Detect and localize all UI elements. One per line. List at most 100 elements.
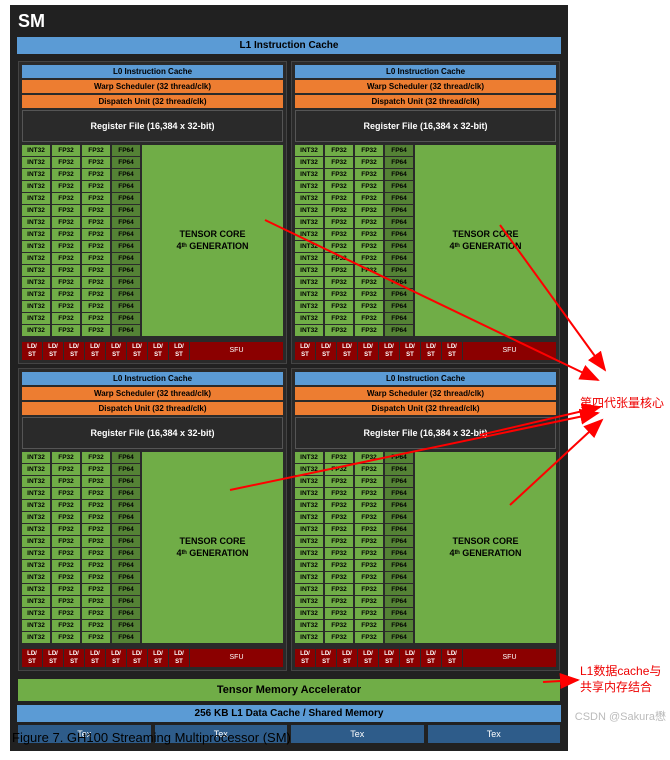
core-cell: FP64 bbox=[385, 464, 413, 475]
core-cell: FP64 bbox=[385, 277, 413, 288]
core-cell: FP32 bbox=[355, 488, 383, 499]
core-cell: INT32 bbox=[295, 452, 323, 463]
tensor-core: TENSOR CORE4ᵗʰ GENERATION bbox=[142, 452, 283, 643]
ldst-row: LD/ STLD/ STLD/ STLD/ STLD/ STLD/ STLD/ … bbox=[295, 342, 556, 360]
core-column: FP64FP64FP64FP64FP64FP64FP64FP64FP64FP64… bbox=[112, 452, 140, 643]
core-cell: FP64 bbox=[385, 289, 413, 300]
core-cell: FP32 bbox=[82, 193, 110, 204]
core-cell: FP32 bbox=[325, 229, 353, 240]
core-grid: INT32INT32INT32INT32INT32INT32INT32INT32… bbox=[22, 145, 283, 336]
tensor-core: TENSOR CORE4ᵗʰ GENERATION bbox=[142, 145, 283, 336]
core-cell: FP32 bbox=[82, 560, 110, 571]
core-cell: INT32 bbox=[22, 157, 50, 168]
core-cell: FP64 bbox=[385, 512, 413, 523]
core-cell: FP32 bbox=[355, 572, 383, 583]
core-cell: FP32 bbox=[325, 193, 353, 204]
core-cell: FP32 bbox=[52, 301, 80, 312]
core-cell: INT32 bbox=[295, 560, 323, 571]
core-cell: INT32 bbox=[295, 193, 323, 204]
core-cell: FP32 bbox=[82, 205, 110, 216]
core-cell: INT32 bbox=[295, 241, 323, 252]
core-cell: FP32 bbox=[355, 145, 383, 156]
core-grid: INT32INT32INT32INT32INT32INT32INT32INT32… bbox=[295, 452, 556, 643]
ldst-unit: LD/ ST bbox=[421, 342, 441, 360]
core-cell: FP32 bbox=[355, 265, 383, 276]
core-cell: FP32 bbox=[52, 560, 80, 571]
core-cell: FP64 bbox=[112, 217, 140, 228]
core-cell: FP32 bbox=[355, 464, 383, 475]
core-cell: FP32 bbox=[52, 193, 80, 204]
core-cell: FP32 bbox=[52, 181, 80, 192]
processing-block: L0 Instruction CacheWarp Scheduler (32 t… bbox=[18, 61, 287, 364]
core-cell: INT32 bbox=[22, 169, 50, 180]
watermark: CSDN @Sakura懋 bbox=[575, 708, 666, 724]
core-cell: INT32 bbox=[22, 620, 50, 631]
core-cell: FP64 bbox=[112, 488, 140, 499]
core-cell: INT32 bbox=[22, 217, 50, 228]
core-cell: FP64 bbox=[385, 313, 413, 324]
core-cell: FP32 bbox=[325, 253, 353, 264]
sfu-unit: SFU bbox=[463, 649, 556, 667]
core-cell: FP32 bbox=[52, 325, 80, 336]
core-cell: FP32 bbox=[325, 325, 353, 336]
core-cell: FP32 bbox=[52, 313, 80, 324]
core-cell: INT32 bbox=[295, 584, 323, 595]
register-file: Register File (16,384 x 32-bit) bbox=[22, 110, 283, 142]
processing-block: L0 Instruction CacheWarp Scheduler (32 t… bbox=[291, 61, 560, 364]
core-cell: INT32 bbox=[22, 572, 50, 583]
warp-scheduler: Warp Scheduler (32 thread/clk) bbox=[295, 80, 556, 93]
l1-data-cache: 256 KB L1 Data Cache / Shared Memory bbox=[17, 705, 561, 722]
core-column: INT32INT32INT32INT32INT32INT32INT32INT32… bbox=[22, 452, 50, 643]
core-cell: INT32 bbox=[295, 289, 323, 300]
core-cell: FP64 bbox=[112, 500, 140, 511]
core-cell: FP32 bbox=[52, 608, 80, 619]
core-cell: FP32 bbox=[82, 181, 110, 192]
core-cell: FP32 bbox=[82, 145, 110, 156]
core-cell: FP64 bbox=[385, 608, 413, 619]
core-cell: FP32 bbox=[52, 169, 80, 180]
core-cell: FP32 bbox=[355, 524, 383, 535]
core-cell: FP64 bbox=[112, 169, 140, 180]
core-cell: FP32 bbox=[325, 145, 353, 156]
core-cell: FP64 bbox=[112, 524, 140, 535]
core-cell: FP32 bbox=[52, 145, 80, 156]
core-cell: FP32 bbox=[325, 289, 353, 300]
core-cell: FP32 bbox=[325, 452, 353, 463]
core-cell: FP32 bbox=[52, 229, 80, 240]
core-cell: INT32 bbox=[295, 229, 323, 240]
l0-cache: L0 Instruction Cache bbox=[295, 372, 556, 385]
core-cell: FP32 bbox=[355, 608, 383, 619]
ldst-unit: LD/ ST bbox=[148, 649, 168, 667]
core-cell: FP64 bbox=[385, 229, 413, 240]
core-cell: FP32 bbox=[325, 205, 353, 216]
core-cell: INT32 bbox=[22, 608, 50, 619]
core-cell: FP64 bbox=[385, 265, 413, 276]
core-cell: INT32 bbox=[295, 313, 323, 324]
core-cell: INT32 bbox=[295, 169, 323, 180]
core-cell: FP32 bbox=[355, 560, 383, 571]
core-cell: FP32 bbox=[52, 632, 80, 643]
core-cell: FP32 bbox=[325, 157, 353, 168]
core-cell: INT32 bbox=[22, 632, 50, 643]
ldst-unit: LD/ ST bbox=[43, 649, 63, 667]
core-cell: INT32 bbox=[295, 205, 323, 216]
core-cell: FP32 bbox=[325, 596, 353, 607]
ldst-unit: LD/ ST bbox=[337, 649, 357, 667]
core-cell: INT32 bbox=[295, 217, 323, 228]
sfu-unit: SFU bbox=[463, 342, 556, 360]
ldst-unit: LD/ ST bbox=[379, 342, 399, 360]
core-cell: FP32 bbox=[52, 512, 80, 523]
core-cell: FP64 bbox=[385, 325, 413, 336]
ldst-unit: LD/ ST bbox=[106, 649, 126, 667]
core-cell: FP64 bbox=[385, 596, 413, 607]
core-cell: FP32 bbox=[82, 488, 110, 499]
ldst-unit: LD/ ST bbox=[337, 342, 357, 360]
ldst-unit: LD/ ST bbox=[358, 342, 378, 360]
ldst-unit: LD/ ST bbox=[400, 649, 420, 667]
core-cell: FP32 bbox=[52, 488, 80, 499]
ldst-unit: LD/ ST bbox=[22, 342, 42, 360]
core-cell: FP64 bbox=[112, 620, 140, 631]
core-cell: FP64 bbox=[385, 560, 413, 571]
core-cell: FP32 bbox=[82, 265, 110, 276]
core-cell: INT32 bbox=[295, 572, 323, 583]
